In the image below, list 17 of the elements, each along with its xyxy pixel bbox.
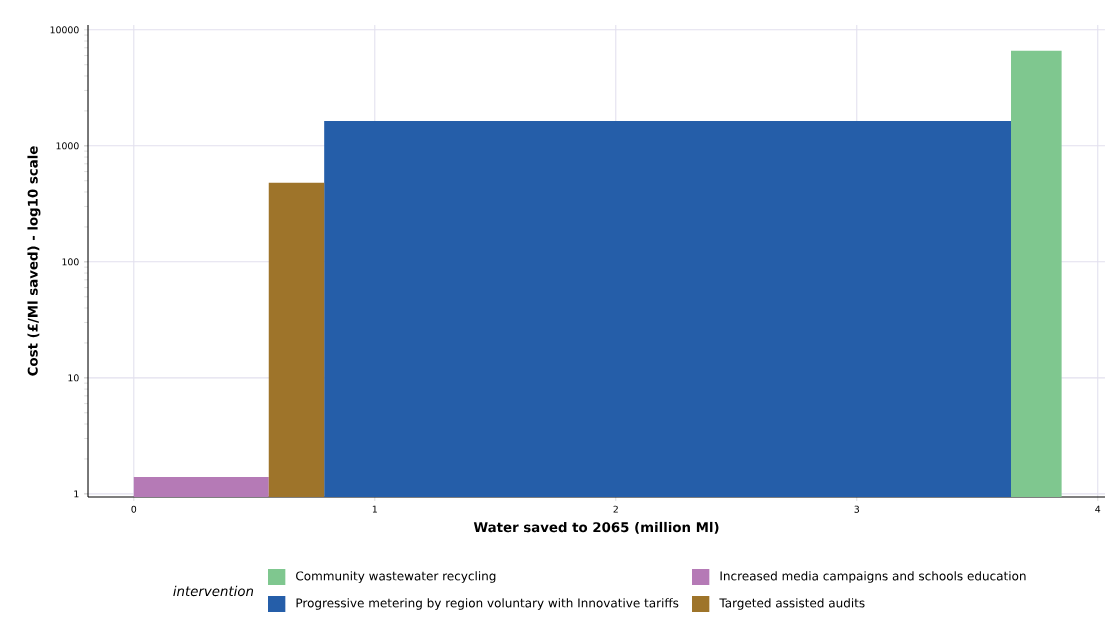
legend-title: intervention <box>173 585 254 597</box>
x-axis-title: Water saved to 2065 (million Ml) <box>473 521 719 534</box>
legend-label: Progressive metering by region voluntary with Innovative tariffs <box>296 598 679 610</box>
x-tick-label: 0 <box>131 505 137 513</box>
legend-label: Increased media campaigns and schools education <box>720 571 1026 583</box>
y-tick-label: 100 <box>62 258 79 266</box>
x-tick-label: 1 <box>372 505 377 513</box>
legend-label: Community wastewater recycling <box>296 571 496 583</box>
y-axis-title: Cost (£/Ml saved) - log10 scale <box>27 146 41 376</box>
y-tick-label: 1 <box>74 490 79 498</box>
x-tick-label: 4 <box>1095 505 1101 513</box>
x-tick-label: 2 <box>613 505 618 513</box>
y-tick-label: 10 <box>68 374 79 382</box>
y-tick-label: 10000 <box>50 26 79 34</box>
x-tick-label: 3 <box>854 505 859 513</box>
y-tick-label: 1000 <box>56 142 79 150</box>
legend-label: Targeted assisted audits <box>719 598 865 610</box>
